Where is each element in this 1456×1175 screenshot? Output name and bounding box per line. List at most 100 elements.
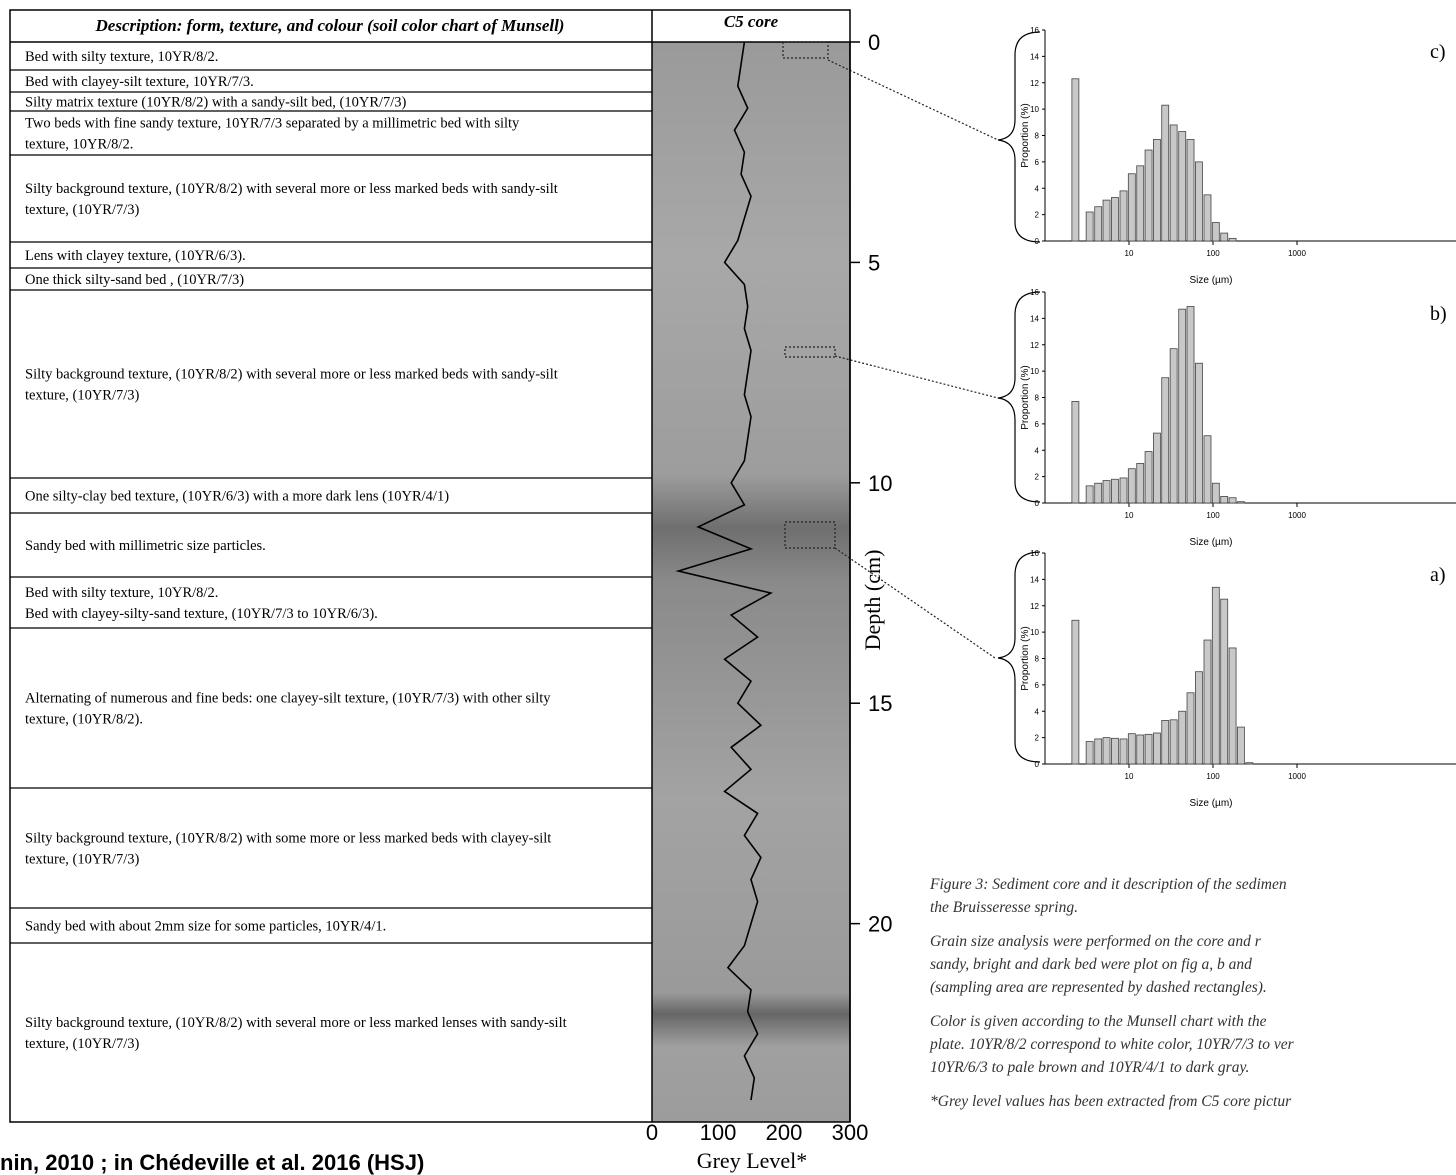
y-tick-label: 14 [1030,314,1039,323]
row-text: texture, (10YR/8/2). [25,712,143,728]
bar [1144,451,1153,504]
row-text: Lens with clayey texture, (10YR/6/3). [25,248,246,264]
bar [1203,639,1212,765]
bar [1220,496,1229,504]
histogram: 0 2 4 6 8 10 12 14 16 10 100 1000 Size (µm) Proportio… [1020,288,1456,548]
x-tick-label: 100 [700,1120,737,1145]
row-text: Alternating of numerous and fine beds: o… [25,691,551,707]
bar [1228,647,1237,765]
row-text: One thick silty-sand bed , (10YR/7/3) [25,272,244,288]
x-axis-label: Size (µm) [1190,537,1233,548]
y-tick-label: 14 [1030,52,1039,61]
row-text: Bed with clayey-silt texture, 10YR/7/3. [25,74,254,90]
x-tick-label: 1000 [1288,249,1306,258]
y-tick-label: 6 [1035,681,1040,690]
x-tick-label: 10 [1125,249,1134,258]
y-tick-label: 15 [868,691,892,716]
bar [1111,478,1119,504]
bar [1195,671,1203,765]
bar [1169,348,1178,504]
y-tick-label: 10 [1030,367,1039,376]
y-tick-label: 2 [1035,473,1040,482]
panel-label: c) [1430,41,1446,63]
bar [1094,482,1103,504]
core-image [652,42,850,1122]
bar [1127,468,1136,504]
y-tick-label: 12 [1030,341,1039,350]
caption-line: Figure 3: Sediment core and it descripti… [929,876,1287,893]
x-tick-label: 10 [1125,772,1134,781]
bar [1111,197,1119,242]
bar [1136,734,1145,765]
row-text: texture, (10YR/7/3) [25,852,140,868]
credit: nin, 2010 ; in Chédeville et al. 2016 (H… [0,1150,424,1175]
y-tick-label: 6 [1035,420,1040,429]
y-tick-label: 0 [1035,760,1040,769]
bar [1169,124,1178,242]
bar [1094,206,1103,242]
row-text: Silty background texture, (10YR/8/2) wit… [25,1015,567,1031]
y-tick-label: 10 [1030,105,1039,114]
x-tick-label: 100 [1206,511,1220,520]
bar [1071,619,1080,765]
panel-label: b) [1430,303,1447,325]
caption-line: sandy, bright and dark bed were plot on … [930,956,1252,973]
x-tick-label: 100 [1206,249,1220,258]
bar [1178,710,1187,765]
y-tick-label: 12 [1030,79,1039,88]
table-header: C5 core [724,12,779,31]
bar [1102,199,1111,242]
bar [1119,738,1128,765]
caption-line: 10YR/6/3 to pale brown and 10YR/4/1 to d… [930,1059,1249,1076]
bar [1085,485,1094,504]
bar [1203,435,1212,504]
bar [1228,237,1237,242]
y-tick-label: 0 [1035,499,1040,508]
bar [1195,161,1203,242]
bar [1186,692,1195,765]
caption-line: Grain size analysis were performed on th… [930,933,1262,950]
bar [1119,477,1128,504]
y-tick-label: 16 [1030,549,1039,558]
bar [1136,463,1145,504]
y-tick-label: 4 [1035,446,1040,455]
x-tick-label: 200 [766,1120,803,1145]
histogram: 0 2 4 6 8 10 12 14 16 10 100 1000 Size (µm) Proportio… [1020,26,1456,286]
row-text: Silty matrix texture (10YR/8/2) with a s… [25,95,407,111]
y-axis-label: Proportion (%) [1020,626,1031,690]
y-tick-label: 4 [1035,184,1040,193]
bar [1102,480,1111,504]
y-tick-label: 4 [1035,707,1040,716]
bar [1186,139,1195,242]
y-tick-label: 10 [1030,628,1039,637]
row-text: texture, 10YR/8/2. [25,137,133,153]
caption-line: plate. 10YR/8/2 correspond to white colo… [929,1036,1295,1053]
bar [1220,232,1229,242]
y-tick-label: 20 [868,912,892,937]
x-tick-label: 10 [1125,511,1134,520]
row-text: Bed with silty texture, 10YR/8/2. [25,585,218,601]
bar [1161,377,1170,504]
bar [1085,741,1094,765]
x-tick-label: 300 [832,1120,869,1145]
y-tick-label: 16 [1030,288,1039,297]
histogram: 0 2 4 6 8 10 12 14 16 10 100 1000 Size (µm) Proportio… [1020,549,1456,809]
sampling-areas [782,41,999,659]
table-header: Description: form, texture, and colour (… [95,16,565,35]
caption-line: Color is given according to the Munsell … [930,1013,1267,1030]
y-tick-label: 16 [1030,26,1039,35]
row-text: texture, (10YR/7/3) [25,202,140,218]
bar [1161,104,1170,242]
x-axis-label: Size (µm) [1190,275,1233,286]
y-tick-label: 6 [1035,158,1040,167]
bar [1220,598,1229,765]
y-tick-label: 8 [1035,394,1040,403]
row-text: texture, (10YR/7/3) [25,1036,140,1052]
bar [1127,173,1136,242]
bar [1153,139,1161,242]
bar [1186,306,1195,504]
bar [1237,726,1245,765]
bar [1178,308,1187,504]
bar [1127,733,1136,765]
